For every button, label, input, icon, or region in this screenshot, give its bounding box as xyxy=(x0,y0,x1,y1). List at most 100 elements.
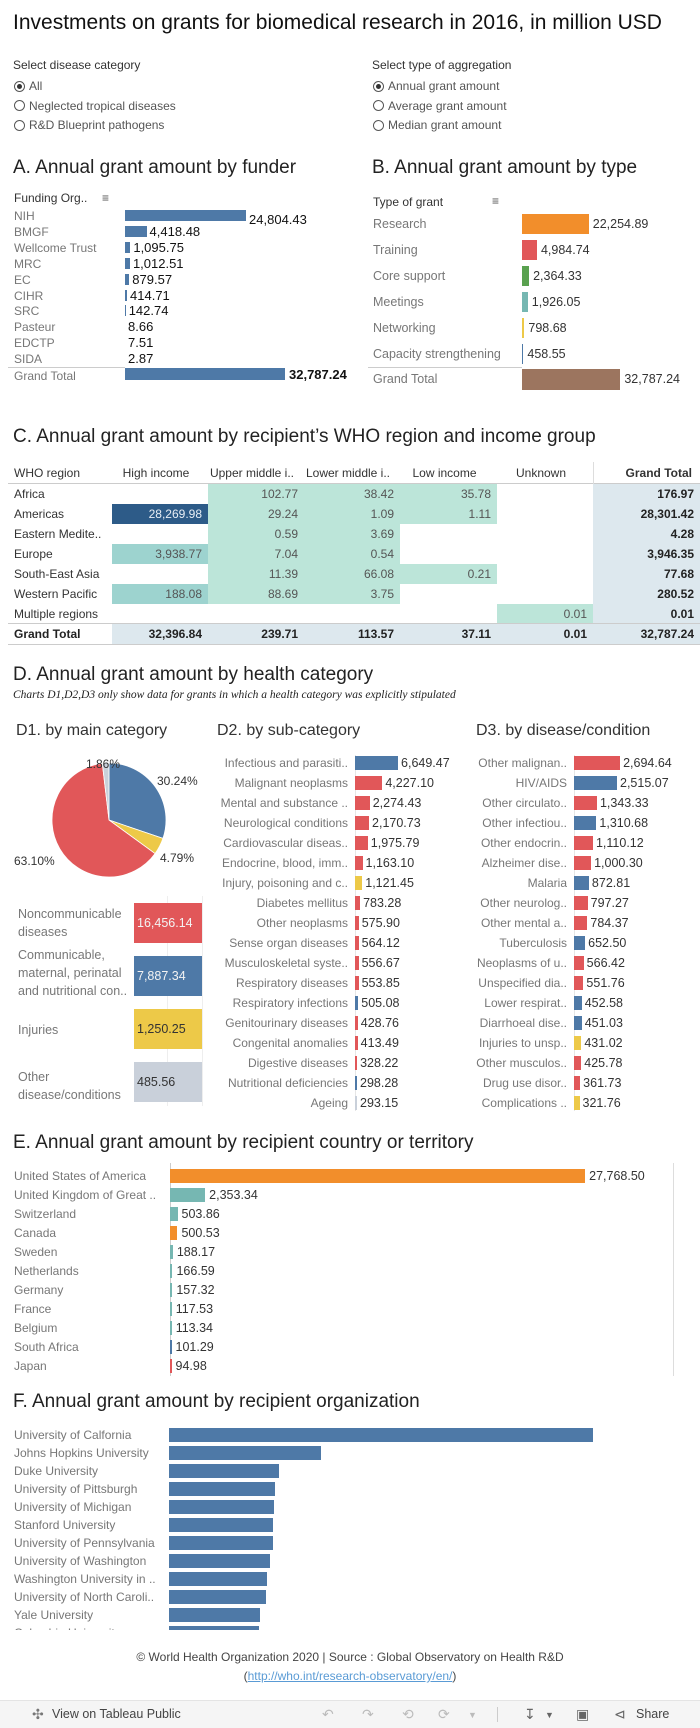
disease-label[interactable]: Diarrhoeal dise.. xyxy=(417,1016,567,1030)
sub-category-label[interactable]: Nutritional deficiencies xyxy=(198,1076,348,1090)
organization-label[interactable]: Johns Hopkins University xyxy=(14,1446,166,1460)
funder-label[interactable]: Wellcome Trust xyxy=(14,241,96,255)
country-bar[interactable] xyxy=(170,1359,172,1373)
sub-category-label[interactable]: Endocrine, blood, imm.. xyxy=(198,856,348,870)
column-header[interactable]: Unknown xyxy=(497,466,585,480)
table-cell[interactable]: 188.08 xyxy=(112,584,208,604)
grant-type-bar[interactable] xyxy=(522,240,537,260)
filter-option[interactable]: Neglected tropical diseases xyxy=(14,99,176,113)
grant-type-bar[interactable] xyxy=(522,292,528,312)
sub-category-label[interactable]: Other neoplasms xyxy=(198,916,348,930)
funder-bar[interactable] xyxy=(125,226,147,237)
sub-category-label[interactable]: Infectious and parasiti.. xyxy=(198,756,348,770)
funder-label[interactable]: BMGF xyxy=(14,225,49,239)
country-label[interactable]: South Africa xyxy=(14,1340,164,1354)
country-label[interactable]: Japan xyxy=(14,1359,164,1373)
revert-icon[interactable]: ⟲ xyxy=(402,1706,414,1723)
disease-bar[interactable] xyxy=(574,756,620,770)
sub-category-bar[interactable] xyxy=(355,936,359,950)
disease-label[interactable]: Alzheimer dise.. xyxy=(417,856,567,870)
grant-type-label[interactable]: Research xyxy=(373,217,427,231)
country-label[interactable]: Sweden xyxy=(14,1245,164,1259)
column-header[interactable]: Low income xyxy=(400,466,489,480)
sub-category-bar[interactable] xyxy=(355,1096,357,1110)
funder-label[interactable]: EC xyxy=(14,273,31,287)
sort-icon[interactable]: ≡ xyxy=(102,191,109,205)
disease-bar[interactable] xyxy=(574,1016,582,1030)
radio-button[interactable] xyxy=(14,120,25,131)
funder-label[interactable]: CIHR xyxy=(14,289,43,303)
organization-label[interactable]: Washington University in .. xyxy=(14,1572,166,1586)
organization-label[interactable]: Duke University xyxy=(14,1464,166,1478)
grant-type-label[interactable]: Core support xyxy=(373,269,445,283)
filter-option[interactable]: Average grant amount xyxy=(373,99,507,113)
disease-label[interactable]: Tuberculosis xyxy=(417,936,567,950)
disease-label[interactable]: Other infectiou.. xyxy=(417,816,567,830)
country-bar[interactable] xyxy=(170,1245,173,1259)
sub-category-bar[interactable] xyxy=(355,876,362,890)
filter-option[interactable]: Annual grant amount xyxy=(373,79,499,93)
disease-label[interactable]: Lower respirat.. xyxy=(417,996,567,1010)
funder-label[interactable]: NIH xyxy=(14,209,35,223)
funder-label[interactable]: MRC xyxy=(14,257,41,271)
table-cell[interactable]: 88.69 xyxy=(208,584,304,604)
organization-label[interactable]: Stanford University xyxy=(14,1518,166,1532)
funder-bar[interactable] xyxy=(125,210,246,221)
main-category-label[interactable]: Other disease/conditions xyxy=(18,1068,130,1104)
column-header[interactable]: High income xyxy=(112,466,200,480)
table-cell[interactable]: 0.01 xyxy=(497,604,593,624)
share-button[interactable]: Share xyxy=(636,1707,669,1721)
funder-bar[interactable] xyxy=(125,274,129,285)
table-cell[interactable]: 38.42 xyxy=(304,484,400,504)
filter-option[interactable]: R&D Blueprint pathogens xyxy=(14,118,164,132)
table-cell[interactable]: 29.24 xyxy=(208,504,304,524)
grant-type-label[interactable]: Meetings xyxy=(373,295,424,309)
chevron-down-icon[interactable]: ▼ xyxy=(545,1710,554,1720)
disease-label[interactable]: Malaria xyxy=(417,876,567,890)
country-bar[interactable] xyxy=(170,1226,177,1240)
disease-bar[interactable] xyxy=(574,856,591,870)
disease-label[interactable]: Other neurolog.. xyxy=(417,896,567,910)
grant-type-bar[interactable] xyxy=(522,318,524,338)
grant-type-label[interactable]: Networking xyxy=(373,321,436,335)
sub-category-label[interactable]: Respiratory infections xyxy=(198,996,348,1010)
sub-category-bar[interactable] xyxy=(355,756,398,770)
table-cell[interactable]: 35.78 xyxy=(400,484,497,504)
main-category-label[interactable]: Noncommunicable diseases xyxy=(18,905,130,941)
sub-category-bar[interactable] xyxy=(355,1016,358,1030)
country-bar[interactable] xyxy=(170,1340,172,1354)
disease-bar[interactable] xyxy=(574,796,597,810)
country-bar[interactable] xyxy=(170,1283,172,1297)
organization-label[interactable]: University of Washington xyxy=(14,1554,166,1568)
table-cell[interactable]: 66.08 xyxy=(304,564,400,584)
disease-bar[interactable] xyxy=(574,956,584,970)
disease-label[interactable]: Other musculos.. xyxy=(417,1056,567,1070)
organization-bar[interactable] xyxy=(169,1464,279,1478)
sub-category-bar[interactable] xyxy=(355,956,359,970)
organization-bar[interactable] xyxy=(169,1572,267,1586)
funder-bar[interactable] xyxy=(125,290,127,301)
disease-bar[interactable] xyxy=(574,916,587,930)
disease-bar[interactable] xyxy=(574,1036,581,1050)
download-icon[interactable]: ↧ xyxy=(524,1706,536,1723)
sub-category-bar[interactable] xyxy=(355,1036,358,1050)
sub-category-bar[interactable] xyxy=(355,856,363,870)
disease-bar[interactable] xyxy=(574,876,589,890)
organization-bar[interactable] xyxy=(169,1500,274,1514)
table-cell[interactable]: 7.04 xyxy=(208,544,304,564)
sub-category-label[interactable]: Respiratory diseases xyxy=(198,976,348,990)
country-bar[interactable] xyxy=(170,1321,172,1335)
disease-bar[interactable] xyxy=(574,1056,581,1070)
funder-bar[interactable] xyxy=(125,258,130,269)
country-label[interactable]: France xyxy=(14,1302,164,1316)
table-cell[interactable]: 0.21 xyxy=(400,564,497,584)
disease-bar[interactable] xyxy=(574,1076,580,1090)
disease-label[interactable]: Injuries to unsp.. xyxy=(417,1036,567,1050)
country-label[interactable]: Belgium xyxy=(14,1321,164,1335)
filter-option[interactable]: All xyxy=(14,79,42,93)
country-label[interactable]: Netherlands xyxy=(14,1264,164,1278)
organization-bar[interactable] xyxy=(169,1518,273,1532)
grand-total-bar[interactable] xyxy=(522,369,620,390)
sub-category-bar[interactable] xyxy=(355,776,382,790)
table-cell[interactable]: 0.54 xyxy=(304,544,400,564)
